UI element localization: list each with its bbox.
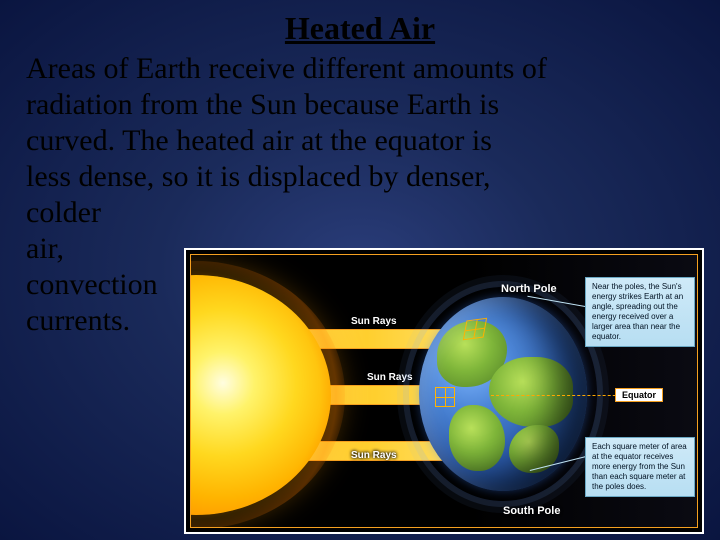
sun-ray-label: Sun Rays (351, 316, 397, 327)
north-pole-label: North Pole (501, 283, 557, 295)
callout-south: Each square meter of area at the equator… (585, 437, 695, 497)
body-line: currents. (26, 304, 130, 337)
body-line: curved. The heated air at the equator is (26, 124, 492, 157)
sun-icon (190, 275, 331, 515)
body-line: less dense, so it is displaced by denser… (26, 160, 491, 193)
equator-line (491, 395, 631, 396)
callout-north: Near the poles, the Sun's energy strikes… (585, 277, 695, 347)
body-line: radiation from the Sun because Earth is (26, 88, 499, 121)
landmass (449, 405, 505, 471)
landmass (509, 425, 559, 473)
page-title: Heated Air (0, 0, 720, 47)
grid-square-icon (463, 318, 487, 341)
diagram-frame: Sun Rays Sun Rays Sun Rays Equator North… (190, 254, 698, 528)
body-line: Areas of Earth receive different amounts… (26, 51, 706, 87)
body-line: colder (26, 196, 101, 229)
body-line: convection (26, 268, 158, 301)
south-pole-label: South Pole (503, 505, 560, 517)
sun-ray-label: Sun Rays (367, 372, 413, 383)
sun-ray-label: Sun Rays (351, 450, 397, 461)
grid-square-icon (435, 387, 455, 407)
equator-label: Equator (615, 388, 663, 402)
body-line: air, (26, 232, 64, 265)
landmass (489, 357, 573, 427)
landmass (437, 321, 507, 387)
diagram-container: Sun Rays Sun Rays Sun Rays Equator North… (184, 248, 704, 534)
